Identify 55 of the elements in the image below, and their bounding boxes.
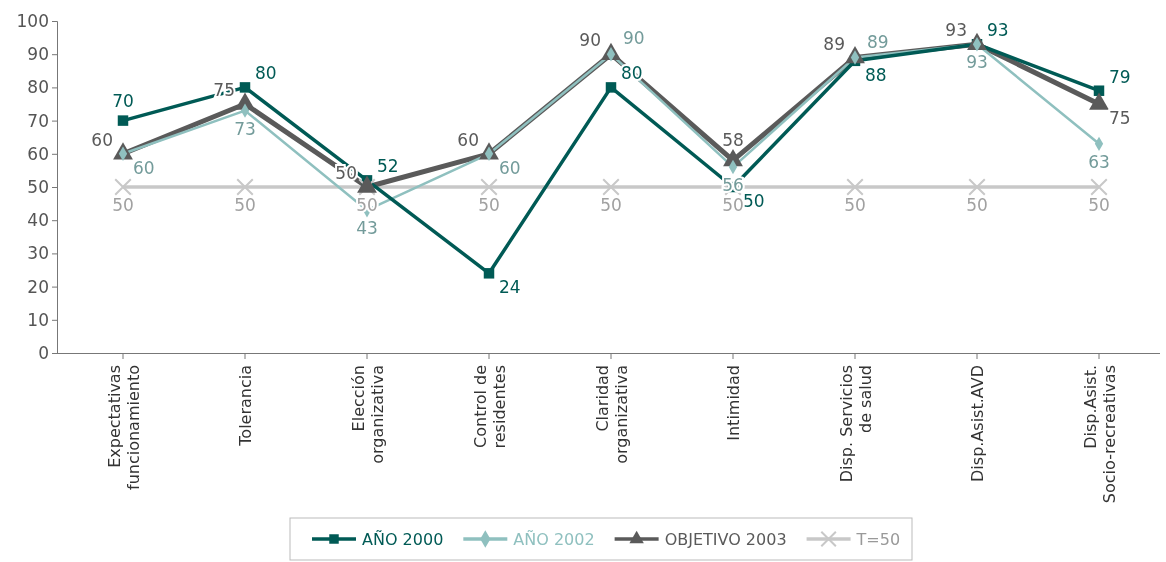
data-label: 93 (966, 52, 988, 73)
legend-label: T=50 (855, 530, 901, 549)
data-label: 50 (112, 195, 134, 215)
x-tick-label: Elección organizativa (348, 365, 387, 464)
y-tick-label: 50 (27, 176, 49, 197)
legend-label: AÑO 2000 (362, 530, 444, 549)
data-label: 50 (1088, 195, 1110, 215)
data-label: 60 (133, 157, 155, 178)
data-label: 88 (865, 64, 887, 85)
x-tick-label: Expectativas funcionamiento (104, 365, 143, 490)
data-label: 50 (234, 195, 256, 215)
data-label: 50 (743, 191, 765, 211)
x-tick-label: Tolerancia (236, 365, 255, 447)
data-label: 60 (91, 129, 113, 150)
data-label: 89 (867, 31, 889, 52)
data-label: 80 (255, 63, 277, 84)
data-label: 58 (722, 130, 744, 151)
data-label: 89 (823, 33, 845, 54)
data-label: 50 (600, 195, 622, 215)
data-label: 90 (579, 30, 601, 51)
y-tick-label: 90 (27, 44, 49, 65)
y-tick-label: 10 (27, 309, 49, 330)
data-label: 50 (478, 195, 500, 215)
data-label: 70 (112, 90, 134, 111)
y-tick-label: 100 (16, 10, 49, 31)
legend-label: AÑO 2002 (513, 530, 595, 549)
data-label: 50 (844, 195, 866, 215)
data-label: 75 (1109, 108, 1131, 128)
x-tick-label: Intimidad (724, 365, 743, 441)
data-label: 50 (966, 195, 988, 215)
x-tick-label: Control de residentes (470, 365, 509, 449)
data-label: 90 (623, 28, 645, 49)
y-tick-label: 70 (27, 110, 49, 131)
y-tick-label: 80 (27, 77, 49, 98)
data-label: 43 (356, 218, 378, 239)
data-label: 24 (499, 277, 521, 298)
x-tick-label: Disp.Asist.AVD (968, 365, 987, 482)
y-tick-label: 40 (27, 210, 49, 231)
legend-label: OBJETIVO 2003 (664, 530, 787, 549)
y-tick-label: 20 (27, 276, 49, 297)
data-label: 79 (1109, 66, 1131, 87)
x-tick-label: Disp.Asist. Socio-recreativas (1080, 365, 1119, 504)
y-tick-label: 60 (27, 143, 49, 164)
data-label: 52 (377, 156, 399, 177)
data-label: 93 (945, 20, 967, 41)
data-label: 63 (1088, 151, 1110, 172)
x-tick-label: Claridad organizativa (592, 365, 631, 464)
y-tick-label: 0 (38, 342, 49, 363)
x-tick-label: Disp. Servicios de salud (836, 365, 875, 483)
y-tick-label: 30 (27, 243, 49, 264)
data-label: 93 (987, 20, 1009, 41)
data-label: 60 (457, 129, 479, 150)
data-label: 50 (722, 195, 744, 215)
data-label: 60 (499, 157, 521, 178)
data-label: 73 (234, 118, 256, 139)
